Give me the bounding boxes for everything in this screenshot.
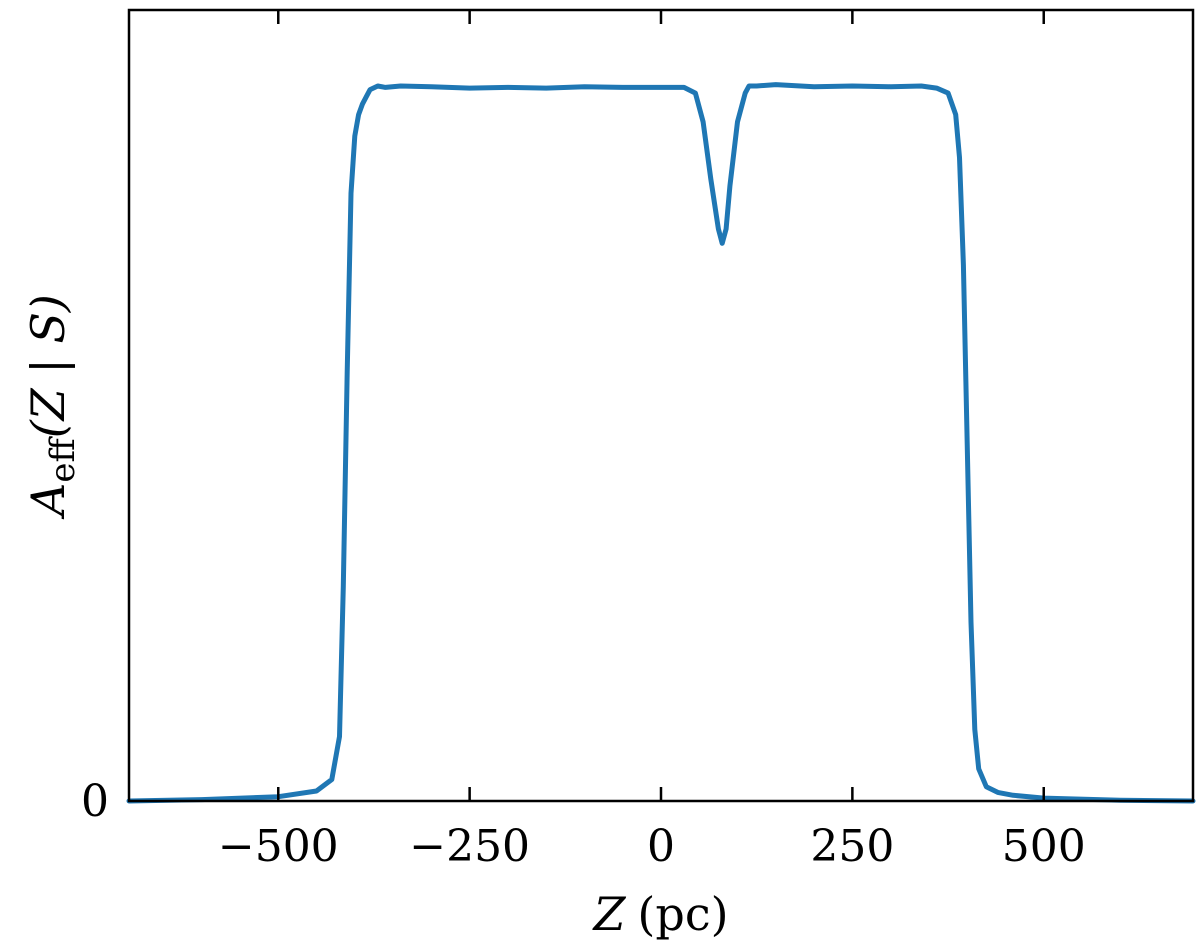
y-axis-sub: eff <box>43 435 83 482</box>
x-tick-label: −500 <box>218 821 339 872</box>
plot-background <box>129 10 1193 801</box>
x-axis-var: Z <box>591 887 626 941</box>
y-axis-main: A <box>21 483 75 520</box>
x-tick-label: 250 <box>810 821 894 872</box>
y-axis-args: (Z | S) <box>21 294 75 438</box>
y-axis-title: Aeff(Z | S) <box>21 294 83 520</box>
x-tick-label: −250 <box>409 821 530 872</box>
series-layer <box>126 82 1196 804</box>
series-line-0 <box>126 82 1196 804</box>
tick-layer: −500 −250 0 250 500 0 <box>81 10 1086 872</box>
x-axis-unit: (pc) <box>637 887 728 941</box>
x-axis-title: Z (pc) <box>591 887 728 941</box>
x-tick-label: 0 <box>647 821 675 872</box>
x-tick-label: 500 <box>1002 821 1086 872</box>
y-tick-label: 0 <box>81 776 109 827</box>
